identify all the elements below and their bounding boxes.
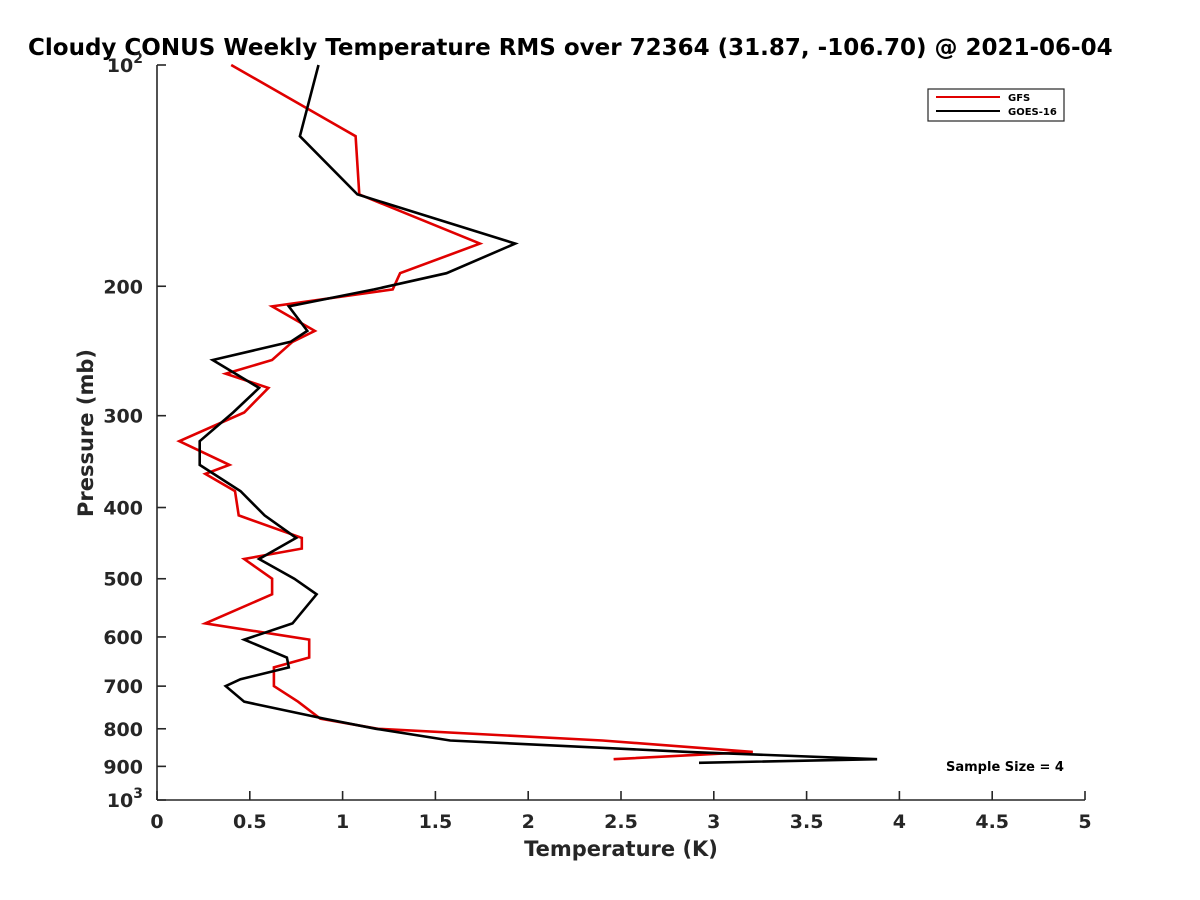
x-tick-label: 0 xyxy=(150,811,163,833)
y-tick-label: 600 xyxy=(103,627,143,649)
legend: GFS GOES-16 xyxy=(927,88,1065,122)
x-tick-label: 2 xyxy=(522,811,535,833)
x-tick-label: 3 xyxy=(707,811,720,833)
y-axis-label: Pressure (mb) xyxy=(74,349,98,517)
y-tick-label: 500 xyxy=(103,569,143,591)
y-tick-label: 103 xyxy=(107,786,143,812)
chart-title: Cloudy CONUS Weekly Temperature RMS over… xyxy=(28,35,1113,61)
legend-box xyxy=(927,88,1065,122)
y-tick-label-exponent: 3 xyxy=(133,786,143,802)
x-tick-label: 2.5 xyxy=(604,811,638,833)
y-tick-label: 102 xyxy=(107,51,143,77)
x-tick-label: 5 xyxy=(1078,811,1091,833)
y-tick-label-exponent: 2 xyxy=(133,51,143,67)
series-line-goes16 xyxy=(198,64,878,765)
x-axis-label: Temperature (K) xyxy=(524,837,718,861)
y-tick-label: 400 xyxy=(103,498,143,520)
legend-label-gfs: GFS xyxy=(1008,93,1030,104)
x-tick-label: 0.5 xyxy=(233,811,267,833)
y-tick-label: 300 xyxy=(103,406,143,428)
x-tick-label: 4.5 xyxy=(975,811,1009,833)
x-tick-label: 1.5 xyxy=(419,811,453,833)
x-tick-label: 3.5 xyxy=(790,811,824,833)
x-ticks: 0 0.5 1 1.5 2 2.5 3 3.5 4 4.5 5 xyxy=(150,791,1092,833)
series-layer xyxy=(176,63,878,765)
y-tick-label-base: 10 xyxy=(107,55,133,77)
y-tick-label: 200 xyxy=(103,276,143,298)
y-tick-label: 700 xyxy=(103,676,143,698)
y-tick-label: 900 xyxy=(103,756,143,778)
x-tick-label: 1 xyxy=(336,811,349,833)
x-tick-label: 4 xyxy=(893,811,906,833)
y-tick-label: 800 xyxy=(103,719,143,741)
sample-size-annotation: Sample Size = 4 xyxy=(946,760,1064,775)
plot-area: 0 0.5 1 1.5 2 2.5 3 3.5 4 4.5 5 102200300400500600… xyxy=(103,51,1091,833)
legend-label-goes16: GOES-16 xyxy=(1008,107,1057,118)
y-tick-label-base: 10 xyxy=(107,790,133,812)
